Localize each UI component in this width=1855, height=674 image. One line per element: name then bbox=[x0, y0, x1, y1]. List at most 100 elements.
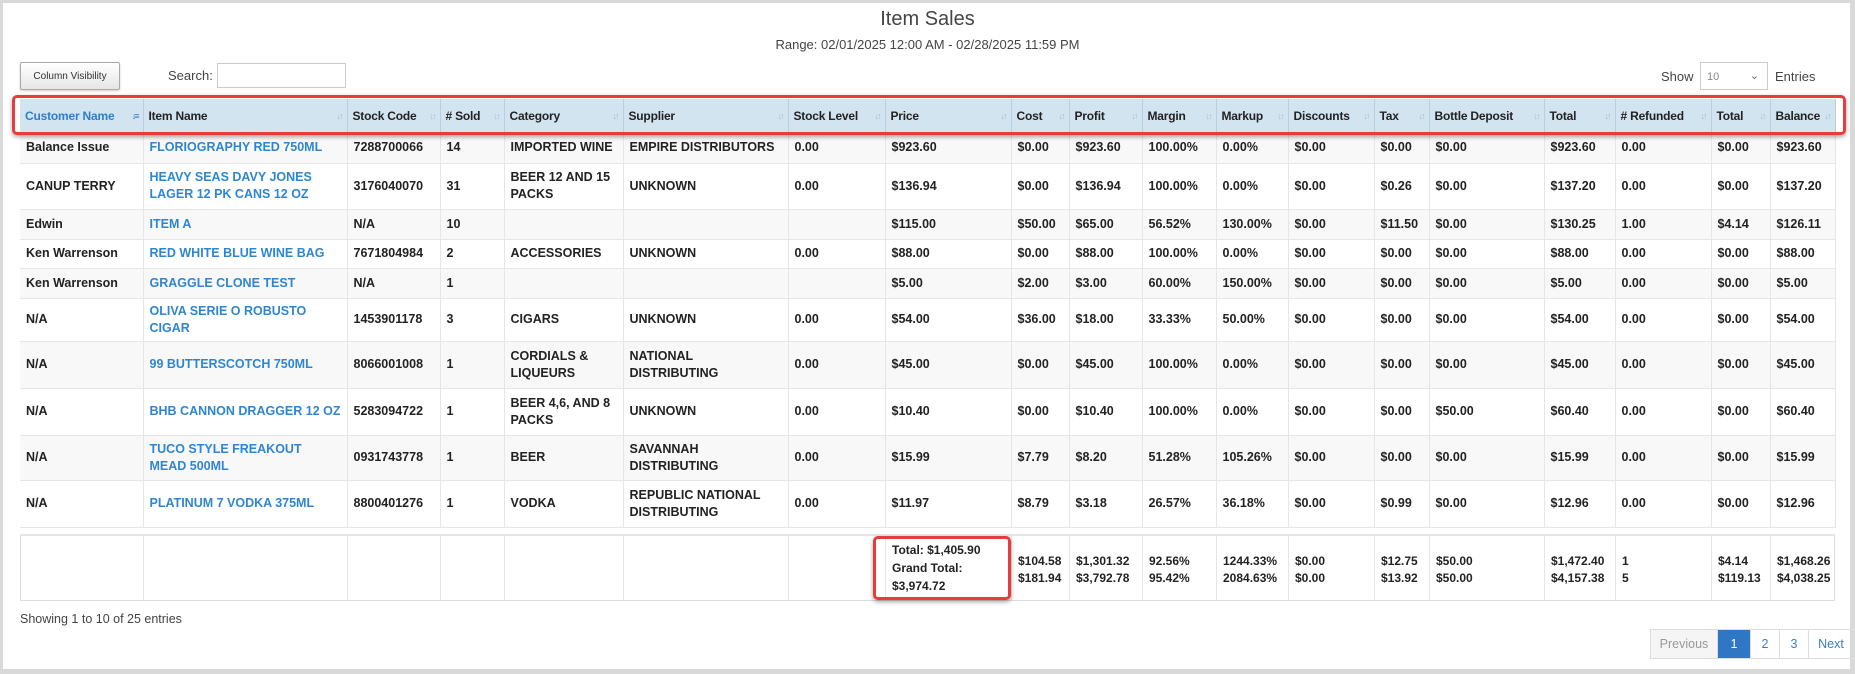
page-1-button[interactable]: 1 bbox=[1718, 630, 1751, 658]
item-name-link[interactable]: TUCO STYLE FREAKOUT MEAD 500ML bbox=[143, 435, 348, 481]
item-name-link[interactable]: GRAGGLE CLONE TEST bbox=[143, 268, 348, 299]
cell-num-sold: 2 bbox=[440, 239, 505, 269]
cell-tax: $11.50 bbox=[1374, 209, 1430, 240]
cell-customer-name: Edwin bbox=[20, 209, 144, 240]
cell-bottle-deposit: $0.00 bbox=[1429, 239, 1545, 269]
cell-total: $0.00 bbox=[1711, 163, 1771, 210]
item-name-link[interactable]: OLIVA SERIE O ROBUSTO CIGAR bbox=[143, 298, 348, 342]
cell-category: IMPORTED WINE bbox=[504, 132, 624, 164]
column-header-num-sold[interactable]: # Sold ↓↑ bbox=[440, 99, 505, 132]
column-header-discounts[interactable]: Discounts ↓↑ bbox=[1288, 99, 1375, 132]
previous-page-button[interactable]: Previous bbox=[1651, 630, 1718, 658]
column-visibility-button[interactable]: Column Visibility bbox=[20, 62, 120, 90]
footer-cell-margin: 92.56% 95.42% bbox=[1143, 536, 1217, 600]
sort-icon: ↓↑ bbox=[1205, 110, 1213, 121]
column-header-label: Item Name bbox=[148, 108, 208, 123]
column-header-profit[interactable]: Profit ↓↑ bbox=[1069, 99, 1143, 132]
item-name-link[interactable]: PLATINUM 7 VODKA 375ML bbox=[143, 480, 348, 528]
item-sales-table: Customer Name ↓≡ Item Name ↓↑ Stock Code ↓↑ # … bbox=[20, 99, 1836, 528]
cell-tax: $0.00 bbox=[1374, 268, 1430, 299]
sort-icon: ↓↑ bbox=[336, 110, 344, 121]
cell-bottle-deposit: $0.00 bbox=[1429, 132, 1545, 164]
column-header-item-name[interactable]: Item Name ↓↑ bbox=[143, 99, 348, 132]
item-name-link[interactable]: FLORIOGRAPHY RED 750ML bbox=[143, 132, 348, 164]
column-header-cost[interactable]: Cost ↓↑ bbox=[1011, 99, 1070, 132]
item-name-link[interactable]: BHB CANNON DRAGGER 12 OZ bbox=[143, 388, 348, 436]
next-page-button[interactable]: Next bbox=[1818, 637, 1844, 651]
column-header-content: # Sold ↓↑ bbox=[446, 109, 501, 123]
sort-icon: ↓↑ bbox=[493, 110, 501, 121]
search-input[interactable] bbox=[217, 63, 346, 88]
cell-price: $10.40 bbox=[885, 388, 1012, 436]
table-row: Ken Warrenson GRAGGLE CLONE TEST N/A 1 $5.00… bbox=[20, 268, 1836, 299]
sort-icon: ↓↑ bbox=[1363, 110, 1371, 121]
cell-num-sold: 1 bbox=[440, 268, 505, 299]
cell-num-refunded: 0.00 bbox=[1615, 239, 1712, 269]
cell-num-sold: 14 bbox=[440, 132, 505, 164]
column-header-margin[interactable]: Margin ↓↑ bbox=[1142, 99, 1217, 132]
column-header-total[interactable]: Total ↓↑ bbox=[1711, 99, 1771, 132]
footer-cell-markup: 1244.33% 2084.63% bbox=[1217, 536, 1289, 600]
cell-stock-code: N/A bbox=[347, 209, 441, 240]
column-header-label: Stock Level bbox=[793, 108, 859, 123]
column-header-content: Stock Code ↓↑ bbox=[353, 109, 437, 123]
cell-customer-name: N/A bbox=[20, 298, 144, 342]
column-header-category[interactable]: Category ↓↑ bbox=[504, 99, 624, 132]
column-header-customer-name[interactable]: Customer Name ↓≡ bbox=[20, 99, 144, 132]
grand-total-value: $0.00 bbox=[1295, 571, 1326, 585]
cell-category bbox=[504, 209, 624, 240]
cell-stock-level bbox=[788, 268, 886, 299]
cell-markup: 0.00% bbox=[1216, 239, 1289, 269]
table-header-row: Customer Name ↓≡ Item Name ↓↑ Stock Code ↓↑ # … bbox=[20, 99, 1836, 132]
cell-customer-name: CANUP TERRY bbox=[20, 163, 144, 210]
column-header-supplier[interactable]: Supplier ↓↑ bbox=[623, 99, 789, 132]
cell-total: $0.00 bbox=[1711, 388, 1771, 436]
column-header-price[interactable]: Price ↓↑ bbox=[885, 99, 1012, 132]
cell-margin: 56.52% bbox=[1142, 209, 1217, 240]
cell-num-sold: 31 bbox=[440, 163, 505, 210]
cell-supplier: SAVANNAH DISTRIBUTING bbox=[623, 435, 789, 481]
table-row: Edwin ITEM A N/A 10 $115.00 $50.00 $65.00 56.52… bbox=[20, 209, 1836, 240]
cell-margin: 100.00% bbox=[1142, 239, 1217, 269]
cell-stock-level: 0.00 bbox=[788, 480, 886, 528]
cell-price: $136.94 bbox=[885, 163, 1012, 210]
cell-bottle-deposit: $0.00 bbox=[1429, 480, 1545, 528]
column-header-content: Bottle Deposit ↓↑ bbox=[1435, 109, 1541, 123]
column-header-stock-code[interactable]: Stock Code ↓↑ bbox=[347, 99, 441, 132]
cell-total: $88.00 bbox=[1544, 239, 1616, 269]
cell-category: ACCESSORIES bbox=[504, 239, 624, 269]
item-name-link[interactable]: RED WHITE BLUE WINE BAG bbox=[143, 239, 348, 269]
column-header-tax[interactable]: Tax ↓↑ bbox=[1374, 99, 1430, 132]
cell-margin: 100.00% bbox=[1142, 163, 1217, 210]
cell-cost: $0.00 bbox=[1011, 132, 1070, 164]
page-3-button[interactable]: 3 bbox=[1780, 630, 1809, 658]
column-header-total[interactable]: Total ↓↑ bbox=[1544, 99, 1616, 132]
page-total-value: $4.14 bbox=[1718, 554, 1749, 568]
column-header-content: Profit ↓↑ bbox=[1075, 109, 1139, 123]
cell-stock-code: 3176040070 bbox=[347, 163, 441, 210]
cell-stock-level: 0.00 bbox=[788, 341, 886, 389]
column-header-num-refunded[interactable]: # Refunded ↓↑ bbox=[1615, 99, 1712, 132]
column-header-stock-level[interactable]: Stock Level ↓↑ bbox=[788, 99, 886, 132]
item-name-link[interactable]: ITEM A bbox=[143, 209, 348, 240]
column-header-content: # Refunded ↓↑ bbox=[1621, 109, 1708, 123]
cell-discounts: $0.00 bbox=[1288, 435, 1375, 481]
column-header-balance[interactable]: Balance ↓↑ bbox=[1770, 99, 1836, 132]
cell-tax: $0.00 bbox=[1374, 435, 1430, 481]
cell-total: $5.00 bbox=[1544, 268, 1616, 299]
item-name-link[interactable]: HEAVY SEAS DAVY JONES LAGER 12 PK CANS 1… bbox=[143, 163, 348, 210]
footer-cell-total: $4.14 $119.13 bbox=[1712, 536, 1771, 600]
cell-total: $60.40 bbox=[1544, 388, 1616, 436]
page-2-button[interactable]: 2 bbox=[1751, 630, 1780, 658]
grand-total-value: $4,157.38 bbox=[1551, 571, 1605, 585]
page-total-value: $1,301.32 bbox=[1076, 554, 1130, 568]
table-row: Ken Warrenson RED WHITE BLUE WINE BAG 7671… bbox=[20, 239, 1836, 269]
column-header-bottle-deposit[interactable]: Bottle Deposit ↓↑ bbox=[1429, 99, 1545, 132]
item-name-link[interactable]: 99 BUTTERSCOTCH 750ML bbox=[143, 341, 348, 389]
table-info: Showing 1 to 10 of 25 entries bbox=[20, 612, 182, 626]
column-header-markup[interactable]: Markup ↓↑ bbox=[1216, 99, 1289, 132]
cell-num-refunded: 0.00 bbox=[1615, 163, 1712, 210]
sort-icon: ↓↑ bbox=[1700, 110, 1708, 121]
sort-icon: ↓↑ bbox=[1604, 110, 1612, 121]
entries-length-select[interactable]: 10 ⌄ bbox=[1700, 62, 1768, 90]
